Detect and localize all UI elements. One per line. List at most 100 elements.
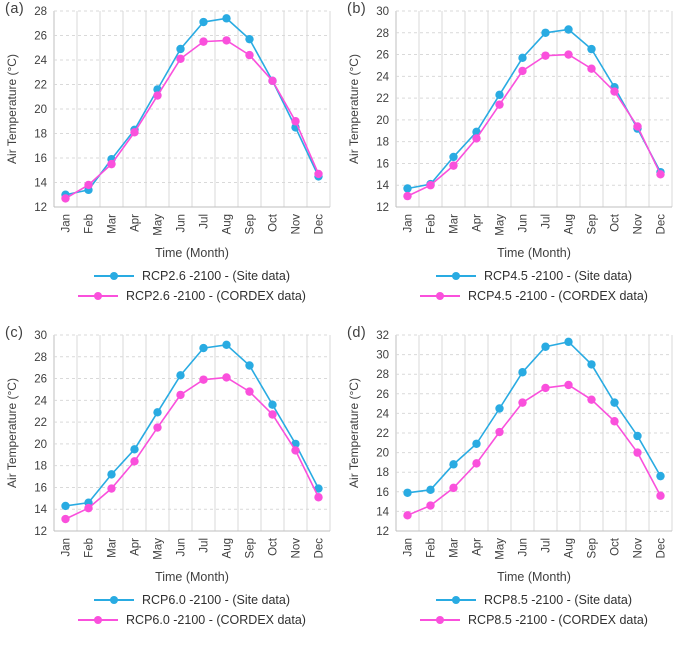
data-point (176, 44, 185, 54)
data-point (656, 170, 665, 179)
data-point (403, 511, 412, 520)
y-tick-label: 28 (34, 6, 47, 18)
x-tick-label: Jan (61, 214, 73, 233)
data-point (199, 343, 208, 353)
data-point (130, 457, 139, 466)
data-point (403, 184, 412, 193)
y-tick-label: 22 (34, 80, 47, 92)
x-tick-label: May (153, 214, 165, 236)
x-tick-label: Oct (610, 213, 622, 232)
x-tick-label: Nov (291, 538, 303, 559)
y-tick-label: 14 (34, 504, 47, 516)
data-point (314, 169, 323, 179)
data-point (472, 134, 481, 143)
data-point (107, 470, 116, 479)
x-tick-label: Nov (291, 214, 303, 235)
data-point (495, 90, 504, 100)
legend-label: RCP6.0 -2100 - (Site data) (142, 593, 290, 607)
legend-label: RCP2.6 -2100 - (CORDEX data) (126, 289, 306, 303)
legend-line-marker-icon (420, 616, 461, 625)
data-point (61, 501, 70, 511)
data-point (84, 503, 93, 513)
data-point (61, 514, 70, 524)
y-tick-label: 22 (376, 428, 389, 440)
y-tick-label: 26 (34, 31, 47, 43)
y-tick-label: 18 (376, 467, 389, 479)
legend-dot (110, 272, 118, 280)
y-tick-label: 30 (34, 330, 47, 342)
y-tick-label: 20 (34, 104, 47, 116)
y-tick-label: 20 (376, 448, 389, 460)
x-tick-label: Jul (199, 214, 211, 229)
legend: RCP2.6 -2100 - (Site data) RCP2.6 -2100 … (54, 269, 330, 303)
data-point (633, 448, 642, 457)
x-tick-label: Jun (518, 214, 530, 233)
x-tick-label: Aug (564, 214, 576, 234)
x-tick-label: Dec (314, 538, 326, 559)
y-tick-label: 12 (34, 202, 47, 214)
series-line (407, 340, 662, 494)
y-tick-label: 22 (376, 93, 389, 105)
x-tick-label: Jun (176, 538, 188, 557)
y-tick-label: 28 (34, 352, 47, 364)
x-tick-label: Dec (314, 214, 326, 235)
x-tick-label: Apr (472, 538, 484, 556)
x-tick-label: Sep (245, 538, 257, 558)
x-tick-label: Nov (633, 214, 645, 235)
line-chart-canvas-b: 12 14 16 18 20 22 24 26 28 30 Jan Feb Mar Apr May Jun Ju… (347, 6, 673, 236)
y-tick-label: 32 (376, 330, 389, 342)
y-tick-label: 24 (34, 395, 47, 407)
data-point (268, 76, 277, 86)
legend-line-marker-icon (78, 616, 119, 625)
legend-label: RCP4.5 -2100 - (CORDEX data) (468, 289, 648, 303)
x-tick-label: Mar (107, 538, 119, 558)
y-tick-label: 26 (376, 389, 389, 401)
x-tick-label: Mar (449, 214, 461, 234)
data-point (153, 91, 162, 100)
y-tick-label: 16 (34, 482, 47, 494)
x-tick-label: Oct (268, 537, 280, 556)
legend-dot (436, 292, 445, 300)
data-point (541, 28, 550, 37)
x-tick-label: Feb (84, 214, 96, 234)
data-point (541, 51, 550, 60)
x-tick-label: Jun (518, 538, 530, 557)
data-point (449, 460, 458, 469)
line-chart-canvas-a: 12 14 16 18 20 22 24 26 28 Jan Feb Mar Apr May Jun Jul A… (5, 6, 331, 236)
chart-panel-d: (d) 12 14 16 18 20 22 24 26 28 30 32 Jan Feb Mar Apr Ma… (342, 324, 685, 648)
data-point (291, 446, 300, 455)
data-point (564, 50, 573, 59)
data-point (449, 161, 458, 170)
data-point (291, 117, 300, 126)
legend-dot (110, 596, 118, 604)
series-line (65, 343, 320, 507)
data-point (403, 488, 412, 497)
data-point (130, 128, 139, 137)
chart-panel-a: (a) 12 14 16 18 20 22 24 26 28 Jan Feb Mar Apr May Jun… (0, 0, 342, 324)
line-chart-canvas-d: 12 14 16 18 20 22 24 26 28 30 32 Jan Feb Mar Apr May Jun… (347, 330, 673, 560)
legend: RCP4.5 -2100 - (Site data) RCP4.5 -2100 … (396, 269, 672, 303)
chart-panel-b: (b) 12 14 16 18 20 22 24 26 28 30 Jan Feb Mar Apr May J… (342, 0, 685, 324)
data-point (495, 100, 504, 109)
legend-label: RCP8.5 -2100 - (CORDEX data) (468, 613, 648, 627)
y-tick-label: 20 (376, 115, 389, 127)
legend-dot (452, 272, 460, 280)
y-axis-title: Air Temperature (°C) (347, 378, 361, 488)
x-tick-label: Mar (107, 214, 119, 234)
x-tick-label: Jul (199, 538, 211, 553)
y-tick-label: 18 (34, 129, 47, 141)
y-axis-title: Air Temperature (°C) (347, 54, 361, 164)
legend-line-marker-icon (94, 596, 134, 605)
legend-line-marker-icon (436, 596, 476, 605)
legend: RCP8.5 -2100 - (Site data) RCP8.5 -2100 … (396, 593, 672, 627)
data-point (587, 44, 596, 54)
legend-label: RCP2.6 -2100 - (Site data) (142, 269, 290, 283)
data-point (314, 493, 323, 502)
series-line (407, 384, 662, 517)
data-point (84, 180, 93, 190)
y-tick-label: 12 (376, 202, 389, 214)
x-tick-label: Sep (587, 214, 599, 234)
panel-label-c: (c) (5, 325, 24, 341)
data-point (176, 54, 185, 63)
